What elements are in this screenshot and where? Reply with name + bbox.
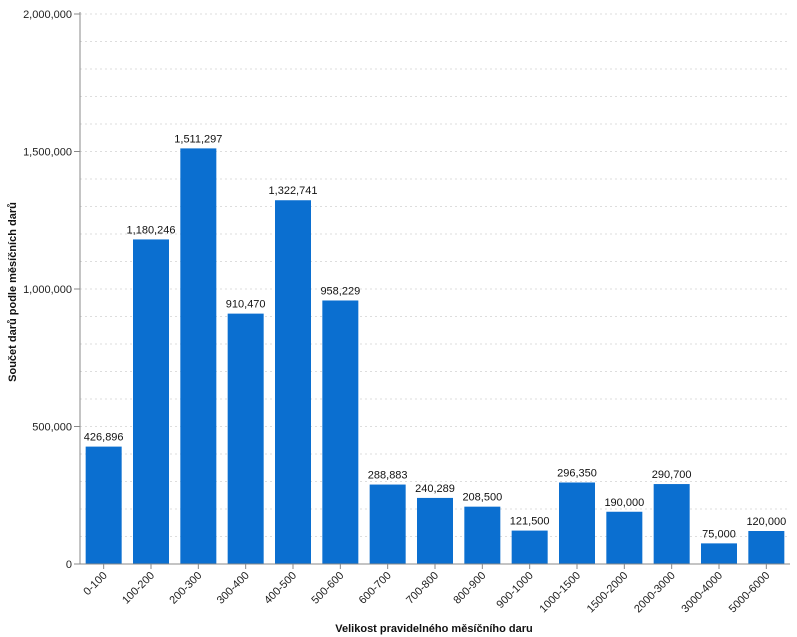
bar xyxy=(227,313,264,564)
y-tick-labels: 0 500,000 1,000,000 1,500,000 2,000,000 xyxy=(23,9,72,571)
data-label: 1,180,246 xyxy=(127,224,176,236)
y-axis-title: Součet darů podle měsíčních darů xyxy=(7,202,19,382)
axes xyxy=(74,12,790,569)
bar xyxy=(322,300,359,564)
data-label: 910,470 xyxy=(226,299,266,311)
data-label: 426,896 xyxy=(84,432,124,444)
bar xyxy=(133,239,169,564)
bar xyxy=(275,200,311,565)
y-tick-label: 0 xyxy=(66,559,72,571)
data-label: 296,350 xyxy=(557,468,597,480)
bar xyxy=(85,446,122,564)
x-tick-label: 5000-6000 xyxy=(727,570,773,616)
x-tick-label: 400-500 xyxy=(262,570,299,607)
bar xyxy=(701,543,737,564)
x-tick-label: 2000-3000 xyxy=(632,570,678,616)
data-label: 1,511,297 xyxy=(174,133,222,145)
data-label: 1,322,741 xyxy=(269,185,318,197)
bar xyxy=(417,497,453,564)
y-tick-label: 2,000,000 xyxy=(23,9,72,21)
data-label: 290,700 xyxy=(652,469,692,481)
x-tick-label: 700-800 xyxy=(404,570,441,607)
data-label: 75,000 xyxy=(702,528,736,540)
x-axis-title: Velikost pravidelného měsíčního daru xyxy=(335,623,532,635)
y-tick-label: 1,500,000 xyxy=(23,147,72,159)
gridlines xyxy=(80,13,790,537)
data-label: 240,289 xyxy=(415,483,455,495)
bar xyxy=(369,484,406,564)
bar xyxy=(511,530,548,564)
x-tick-label: 1000-1500 xyxy=(537,570,583,616)
x-tick-label: 200-300 xyxy=(167,570,204,607)
data-label: 958,229 xyxy=(320,285,360,297)
data-labels: 426,896 1,180,246 1,511,297 910,470 1,322,74… xyxy=(84,133,786,540)
x-tick-label: 1500-2000 xyxy=(585,570,631,616)
bar xyxy=(559,482,595,564)
data-label: 120,000 xyxy=(746,516,786,528)
x-tick-label: 600-700 xyxy=(357,570,394,607)
y-tick-label: 500,000 xyxy=(32,422,72,434)
x-tick-label: 300-400 xyxy=(215,570,252,607)
data-label: 121,500 xyxy=(510,516,550,528)
bar xyxy=(464,506,501,564)
data-label: 190,000 xyxy=(604,497,644,509)
x-tick-label: 900-1000 xyxy=(494,570,535,611)
x-tick-label: 100-200 xyxy=(120,570,157,607)
bar xyxy=(180,148,217,565)
data-label: 208,500 xyxy=(462,492,502,504)
x-tick-label: 0-100 xyxy=(81,570,109,598)
x-tick-label: 3000-4000 xyxy=(679,570,725,616)
bar xyxy=(606,511,643,564)
x-tick-labels: 0-100 100-200 200-300 300-400 400-500 500-600… xyxy=(81,570,772,616)
x-tick-label: 800-900 xyxy=(451,570,488,607)
bars xyxy=(85,148,785,565)
x-tick-label: 500-600 xyxy=(309,570,346,607)
bar xyxy=(748,531,785,564)
data-label: 288,883 xyxy=(368,470,408,482)
bar xyxy=(653,484,690,564)
y-tick-label: 1,000,000 xyxy=(23,284,72,296)
